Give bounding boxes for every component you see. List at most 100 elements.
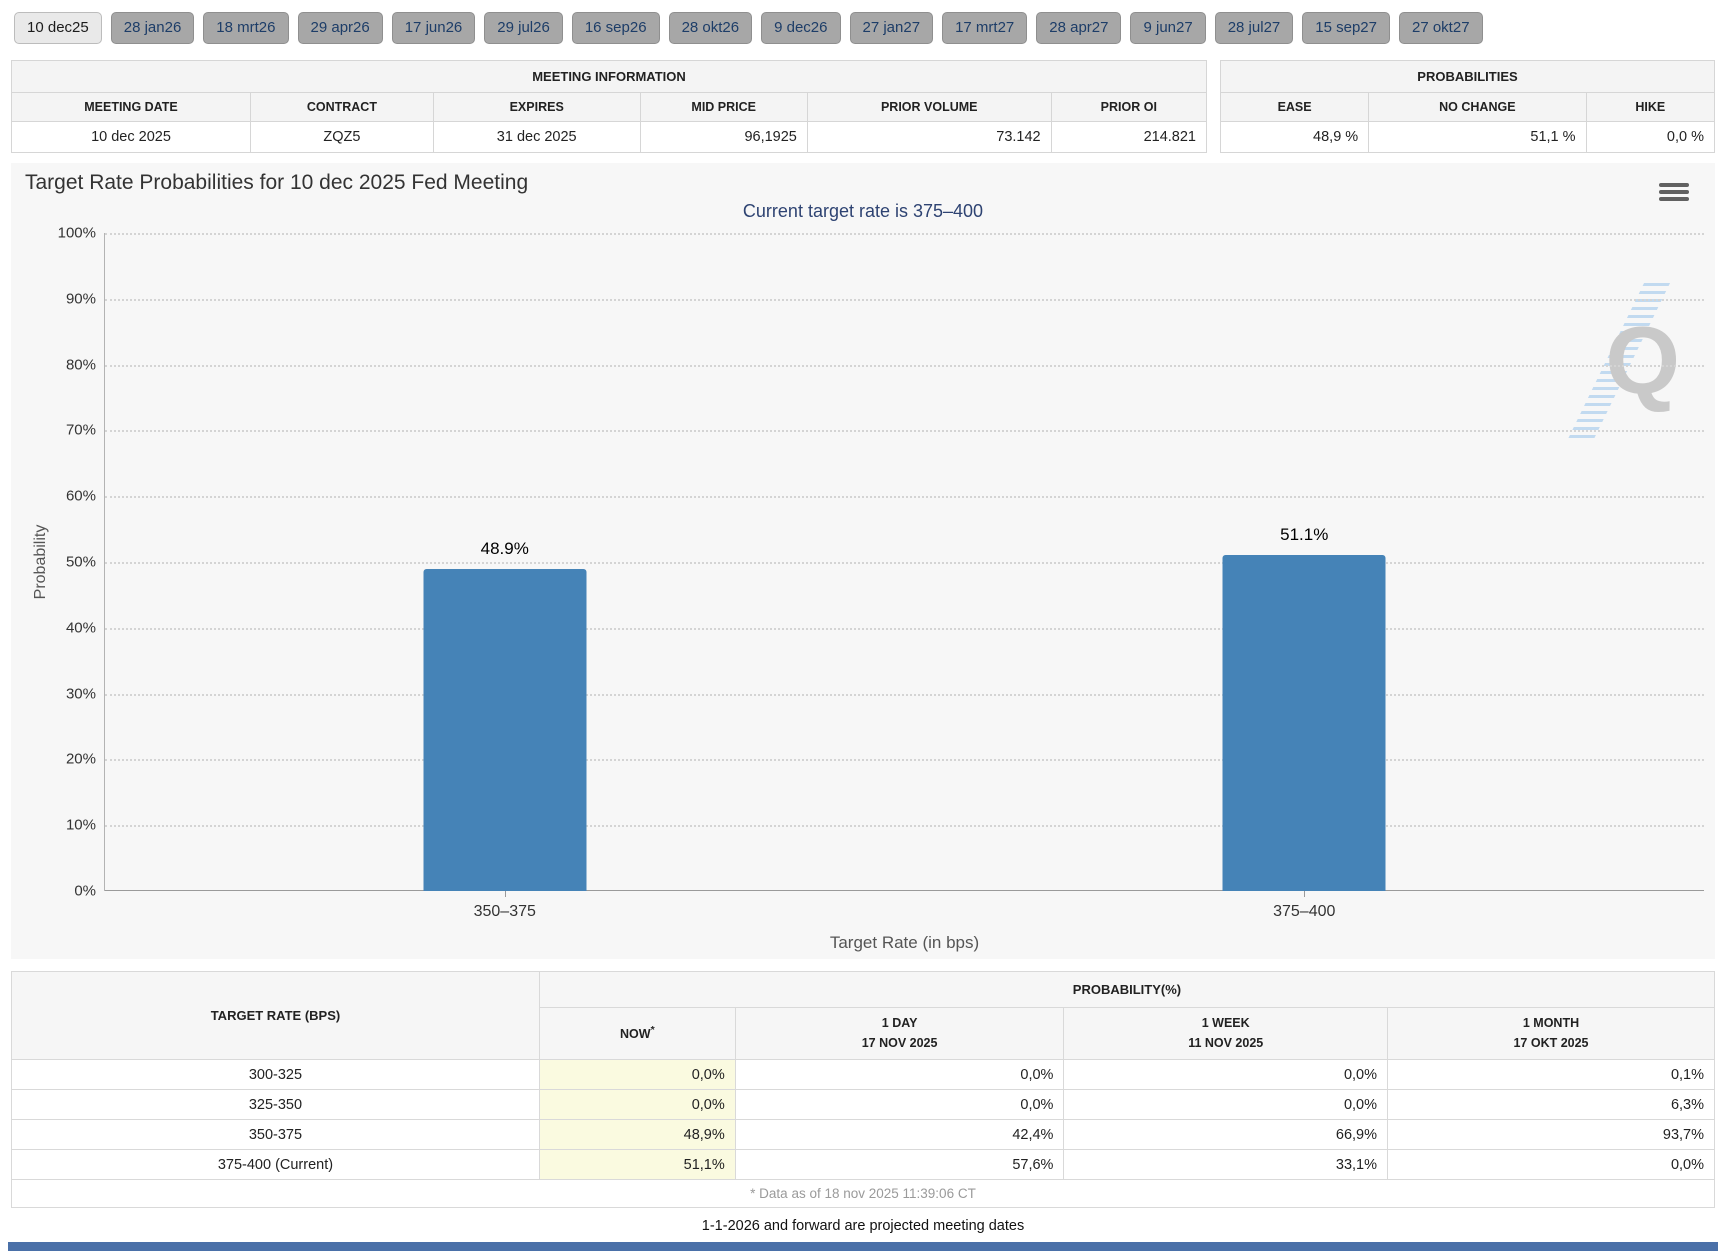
y-tick-label-60: 60% (65, 487, 96, 505)
contract-value: ZQZ5 (250, 121, 434, 153)
col-now-asterisk: * (650, 1024, 655, 1036)
x-tick-label: 350–375 (473, 903, 536, 920)
col-1-week: 1 WEEK 11 NOV 2025 (1063, 1007, 1388, 1060)
prior-volume-value: 73.142 (806, 121, 1052, 153)
col-no-change: NO CHANGE (1368, 92, 1587, 122)
tab-9-dec26[interactable]: 9 dec26 (761, 12, 841, 44)
watermark-stripes (1567, 283, 1671, 439)
y-axis-title: Probability (32, 524, 49, 600)
gridline-90 (105, 298, 1704, 301)
y-tick-label-20: 20% (65, 750, 96, 768)
y-tick-label-90: 90% (65, 290, 96, 308)
gridline-80 (105, 364, 1704, 367)
meeting-information-table: MEETING INFORMATION MEETING DATE CONTRAC… (11, 60, 1208, 153)
no-change-value: 51,1 % (1368, 121, 1587, 153)
history-row: 375-400 (Current) 51,1% 57,6% 33,1% 0,0% (11, 1149, 1715, 1180)
y-tick-label-0: 0% (74, 882, 96, 900)
cell-rate: 325-350 (11, 1089, 540, 1120)
col-1-day-label: 1 DAY (881, 1016, 918, 1031)
tab-10-dec25[interactable]: 10 dec25 (14, 12, 102, 44)
gridline-70 (105, 430, 1704, 433)
probabilities-title: PROBABILITIES (1220, 60, 1715, 93)
gridline-50 (105, 562, 1704, 564)
history-row: 325-350 0,0% 0,0% 0,0% 6,3% (11, 1089, 1715, 1120)
col-1-day: 1 DAY 17 NOV 2025 (734, 1007, 1065, 1060)
mid-price-value: 96,1925 (639, 121, 808, 153)
cell-day-value: 0,0% (734, 1059, 1065, 1090)
y-tick-label-30: 30% (65, 685, 96, 703)
cell-now-value: 0,0% (538, 1059, 736, 1090)
hike-value: 0,0 % (1585, 121, 1716, 153)
x-tick-label: 375–400 (1273, 903, 1336, 920)
bar-350–375[interactable] (423, 569, 587, 891)
plot-area: Probability Target Rate (in bps) Q 0% 10%… (32, 225, 1704, 952)
cell-rate: 375-400 (Current) (11, 1149, 540, 1180)
history-tbody: 300-325 0,0% 0,0% 0,0% 0,1% 325-350 0,0% 0,0% 0,… (11, 1059, 1715, 1180)
probabilities-table: PROBABILITIES EASE NO CHANGE HIKE 48,9 %… (1219, 60, 1716, 153)
tab-17-jun26[interactable]: 17 jun26 (391, 12, 476, 44)
gridline-10 (105, 825, 1704, 828)
tab-28-jan26[interactable]: 28 jan26 (110, 12, 195, 44)
prior-oi-value: 214.821 (1050, 121, 1208, 153)
tab-29-jul26[interactable]: 29 jul26 (484, 12, 563, 44)
probability-history-table: TARGET RATE (BPS) PROBABILITY(%) NOW* 1 … (11, 971, 1716, 1208)
col-expires: EXPIRES (432, 92, 641, 122)
cell-rate: 300-325 (11, 1059, 540, 1090)
col-1-day-date: 17 NOV 2025 (861, 1035, 938, 1050)
target-rate-chart: Target Rate Probabilities for 10 dec 202… (11, 163, 1715, 959)
col-1-week-date: 11 NOV 2025 (1188, 1035, 1264, 1050)
x-axis-title: Target Rate (in bps) (829, 933, 980, 952)
tab-27-okt27[interactable]: 27 okt27 (1398, 12, 1483, 44)
tab-17-mrt27[interactable]: 17 mrt27 (942, 12, 1028, 44)
cell-week-value: 66,9% (1063, 1119, 1388, 1150)
chart-menu-icon[interactable] (1659, 183, 1689, 204)
col-meeting-date: MEETING DATE (11, 92, 251, 122)
y-tick-label-10: 10% (65, 816, 96, 834)
history-row: 350-375 48,9% 42,4% 66,9% 93,7% (11, 1119, 1715, 1150)
tab-28-apr27[interactable]: 28 apr27 (1036, 12, 1122, 44)
bar-value-label: 48.9% (480, 539, 529, 559)
cell-month-value: 93,7% (1387, 1119, 1715, 1150)
tab-18-mrt26[interactable]: 18 mrt26 (203, 12, 289, 44)
gridline-20 (105, 759, 1704, 762)
tab-15-sep27[interactable]: 15 sep27 (1302, 12, 1390, 44)
gridline-100 (105, 233, 1704, 235)
y-tick-label-70: 70% (65, 421, 96, 439)
quikstrike-watermark-icon: Q (1567, 283, 1688, 439)
gridline-60 (105, 496, 1704, 499)
gridline-30 (105, 693, 1704, 696)
cell-now-value: 48,9% (538, 1119, 736, 1150)
cell-now-value: 51,1% (538, 1149, 736, 1180)
cell-week-value: 33,1% (1063, 1149, 1388, 1180)
cell-rate: 350-375 (11, 1119, 540, 1150)
col-ease: EASE (1219, 92, 1370, 122)
y-tick-label-40: 40% (65, 619, 96, 637)
tab-9-jun27[interactable]: 9 jun27 (1130, 12, 1206, 44)
chart-title: Target Rate Probabilities for 10 dec 202… (25, 171, 529, 194)
cell-month-value: 0,1% (1387, 1059, 1715, 1090)
bar-375–400[interactable] (1222, 554, 1386, 891)
col-contract: CONTRACT (250, 92, 434, 122)
tab-16-sep26[interactable]: 16 sep26 (571, 12, 660, 44)
data-as-of-footnote: * Data as of 18 nov 2025 11:39:06 CT (11, 1179, 1715, 1208)
expires-value: 31 dec 2025 (432, 121, 641, 153)
tab-28-okt26[interactable]: 28 okt26 (668, 12, 753, 44)
col-now: NOW* (538, 1007, 736, 1060)
col-now-label: NOW (620, 1026, 651, 1041)
info-tables-row: MEETING INFORMATION MEETING DATE CONTRAC… (11, 60, 1716, 153)
x-tick (1304, 891, 1306, 897)
y-tick-label-100: 100% (57, 224, 96, 242)
tab-29-apr26[interactable]: 29 apr26 (297, 12, 383, 44)
cell-day-value: 0,0% (734, 1089, 1065, 1120)
meeting-information-row: 10 dec 2025 ZQZ5 31 dec 2025 96,1925 73.… (11, 121, 1208, 153)
meeting-tabs: 10 dec25 28 jan26 18 mrt26 29 apr26 17 jun26… (0, 0, 1726, 52)
cell-week-value: 0,0% (1063, 1089, 1388, 1120)
tab-27-jan27[interactable]: 27 jan27 (849, 12, 934, 44)
history-row: 300-325 0,0% 0,0% 0,0% 0,1% (11, 1059, 1715, 1090)
chart-subtitle: Current target rate is 375–400 (742, 201, 984, 221)
col-1-week-label: 1 WEEK (1201, 1016, 1250, 1031)
col-hike: HIKE (1585, 92, 1716, 122)
tab-28-jul27[interactable]: 28 jul27 (1214, 12, 1294, 44)
x-tick (504, 891, 506, 897)
cell-now-value: 0,0% (538, 1089, 736, 1120)
